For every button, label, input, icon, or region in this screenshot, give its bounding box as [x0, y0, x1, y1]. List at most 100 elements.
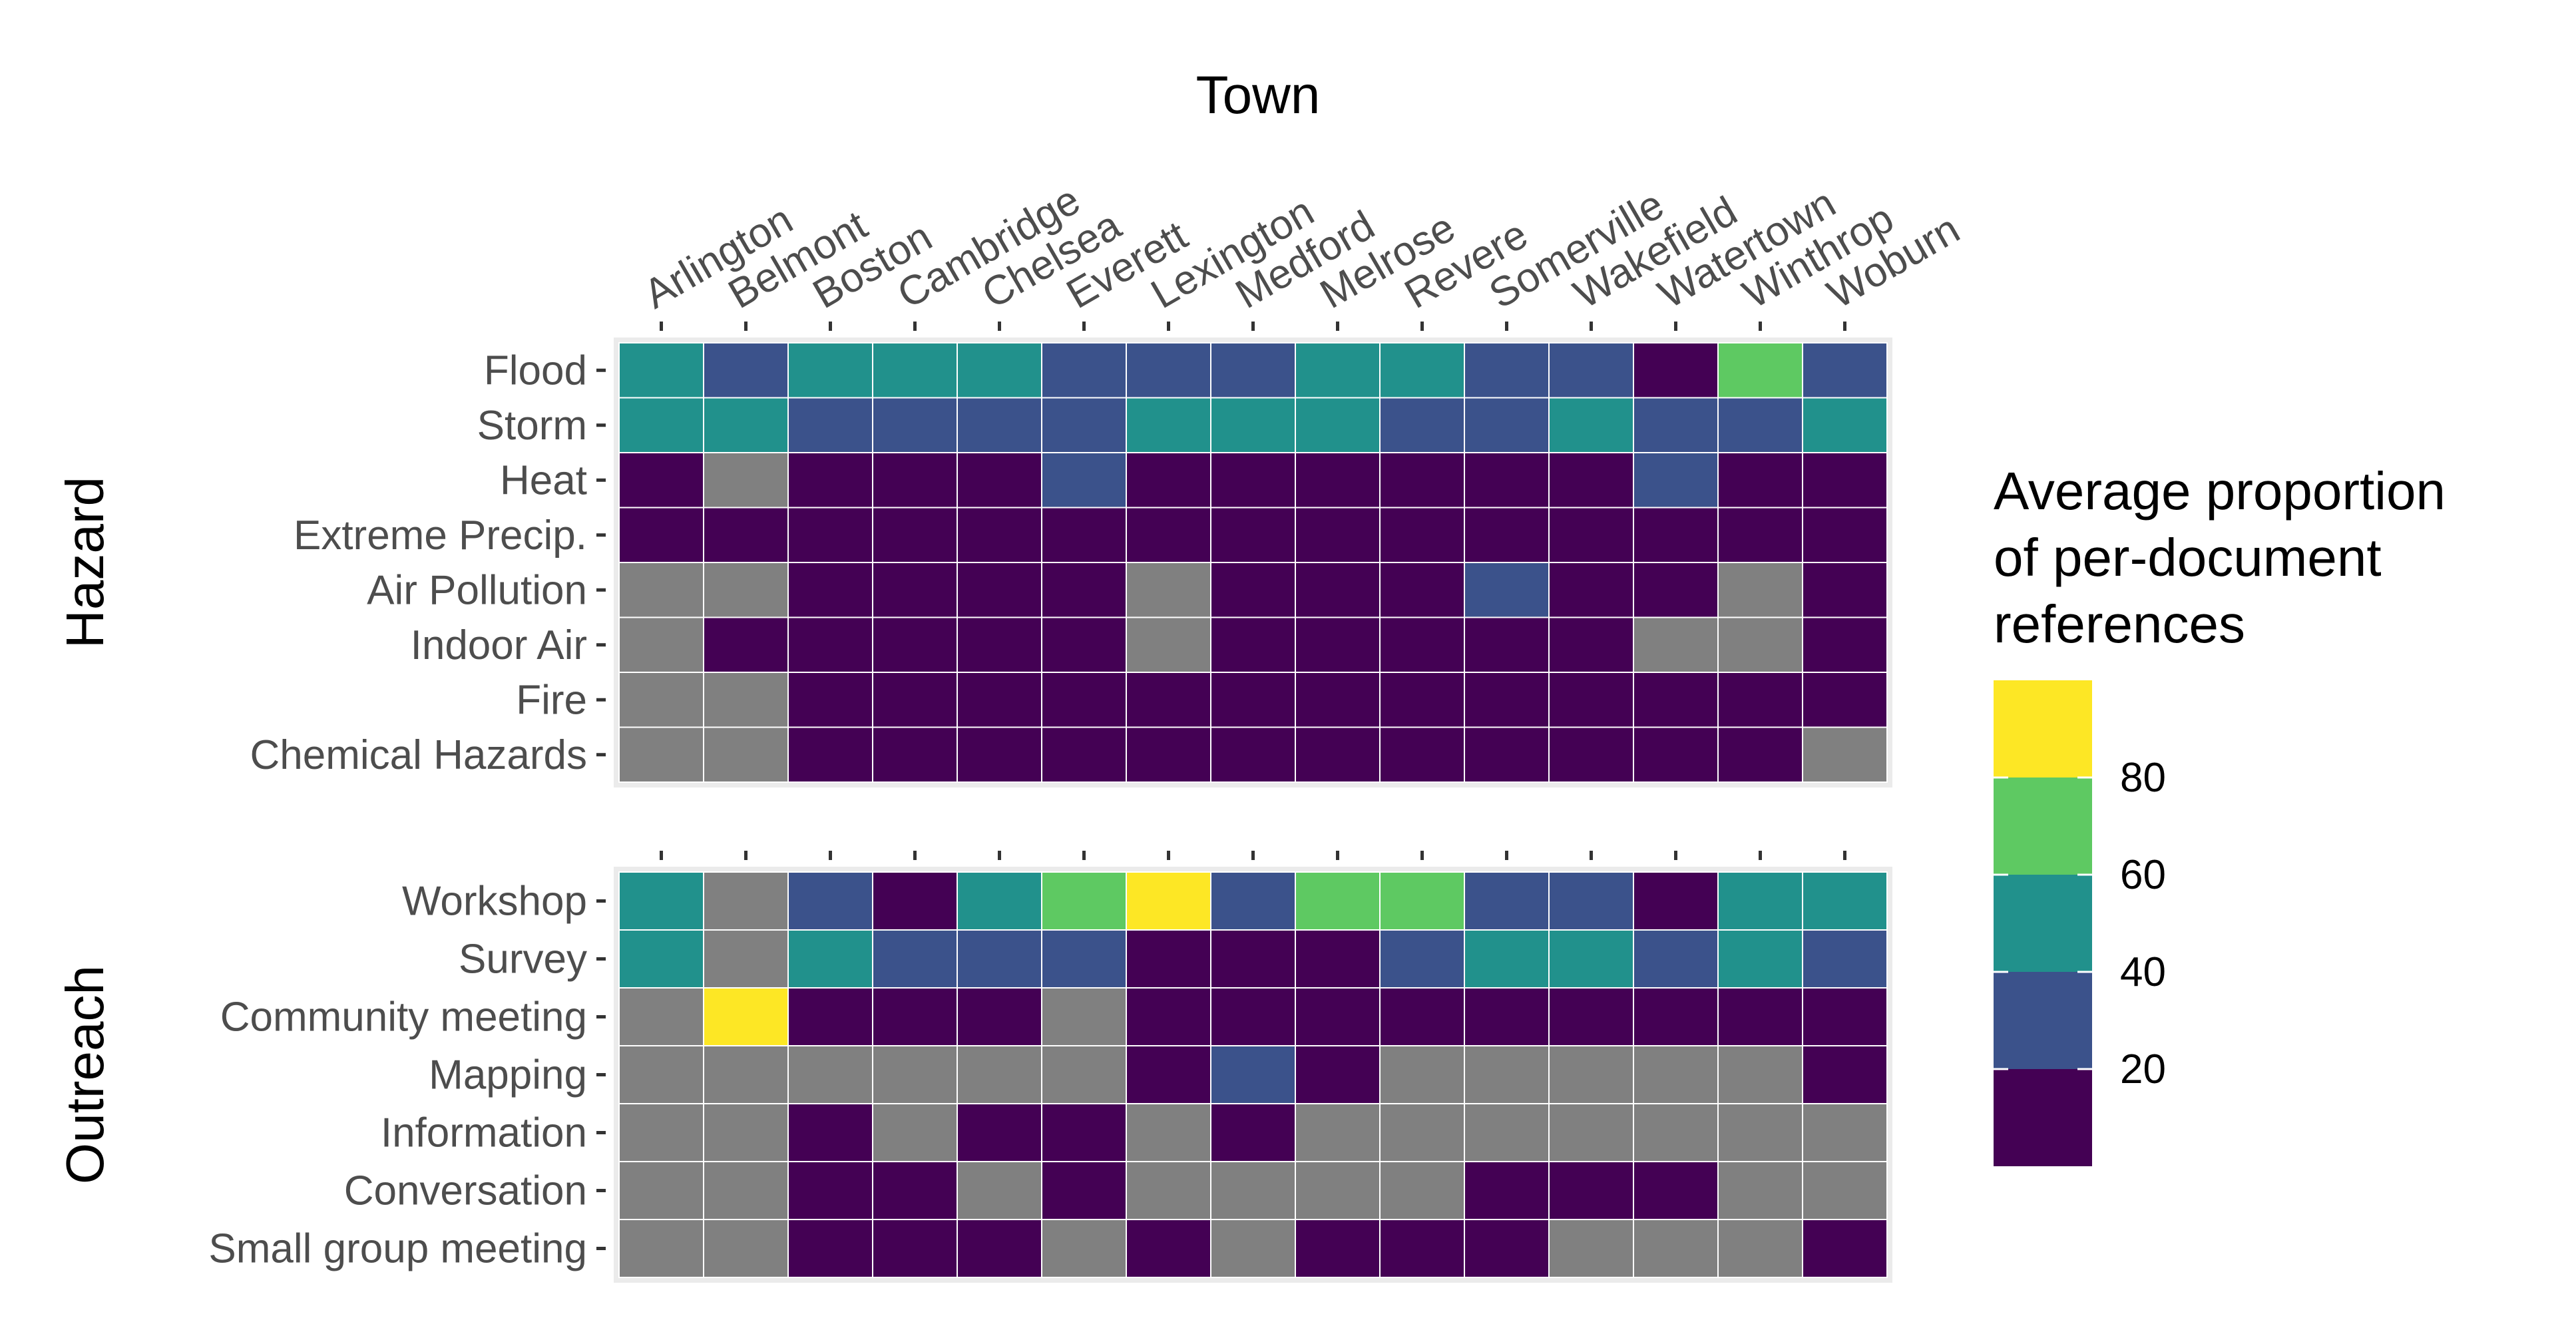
legend-title: references — [1994, 594, 2245, 654]
heatmap-cell — [1295, 342, 1381, 399]
heatmap-cell — [1210, 507, 1296, 563]
heatmap-cell — [1717, 1045, 1803, 1104]
y-tick-label: Flood — [484, 347, 587, 393]
heatmap-cell — [1379, 452, 1465, 509]
legend-title: Average proportion — [1994, 461, 2446, 521]
heatmap-cell — [618, 871, 704, 931]
panel-label: Hazard — [55, 477, 114, 648]
legend: Average proportion of per-document referen… — [1994, 461, 2446, 1166]
heatmap-cell — [703, 507, 789, 563]
y-tick-label: Extreme Precip. — [294, 513, 587, 558]
heatmap-cell — [1041, 616, 1127, 673]
heatmap-cell — [1802, 342, 1888, 399]
heatmap-cell — [1126, 672, 1211, 728]
heatmap-cell — [703, 672, 789, 728]
y-tick-label: Information — [381, 1110, 587, 1156]
panel-hazard: Flood Storm Heat Extreme Precip. Air Polluti… — [55, 322, 1892, 787]
heatmap-cell — [1464, 1103, 1550, 1162]
heatmap-cell — [1464, 987, 1550, 1046]
heatmap-cell — [1210, 616, 1296, 673]
heatmap-cell — [787, 452, 873, 509]
heatmap-cell — [1210, 672, 1296, 728]
heatmap-cell — [1464, 672, 1550, 728]
heatmap-cell — [787, 507, 873, 563]
heatmap-cell — [618, 452, 704, 509]
heatmap-cell — [1041, 507, 1127, 563]
heatmap-cell — [1633, 1045, 1719, 1104]
heatmap-cell — [1210, 1045, 1296, 1104]
heatmap-cell — [1464, 726, 1550, 783]
heatmap-cell — [703, 342, 789, 399]
heatmap-cell — [618, 342, 704, 399]
heatmap-cell — [1041, 397, 1127, 453]
heatmap-cell — [703, 1103, 789, 1162]
heatmap-cell — [1802, 1219, 1888, 1278]
heatmap-cell — [787, 871, 873, 931]
heatmap-cell — [1295, 726, 1381, 783]
heatmap-cell — [872, 507, 958, 563]
heatmap-cell — [787, 562, 873, 618]
heatmap-cell — [1041, 1103, 1127, 1162]
heatmap-cell — [1295, 987, 1381, 1046]
heatmap-cell — [703, 1161, 789, 1220]
legend-color-bin — [1994, 875, 2092, 972]
heatmap-cell — [1548, 562, 1634, 618]
heatmap-cell — [957, 1045, 1042, 1104]
heatmap-cell — [1210, 929, 1296, 989]
y-tick-label: Mapping — [429, 1052, 587, 1098]
heatmap-cell — [787, 1045, 873, 1104]
heatmap-cell — [1717, 452, 1803, 509]
heatmap-cell — [618, 1161, 704, 1220]
y-tick-label: Community meeting — [220, 995, 587, 1040]
heatmap-cell — [787, 726, 873, 783]
heatmap-cell — [1295, 562, 1381, 618]
heatmap-cell — [1717, 726, 1803, 783]
heatmap-cell — [618, 1045, 704, 1104]
heatmap-cell — [1379, 929, 1465, 989]
legend-tick-label: 20 — [2120, 1046, 2166, 1092]
heatmap-cell — [1041, 929, 1127, 989]
heatmap-cell — [1633, 397, 1719, 453]
heatmap-cell — [1802, 1103, 1888, 1162]
heatmap-cell — [1041, 1045, 1127, 1104]
legend-color-bin — [1994, 972, 2092, 1069]
heatmap-cell — [618, 987, 704, 1046]
heatmap-cell — [787, 397, 873, 453]
heatmap-cell — [1717, 871, 1803, 931]
heatmap-cell — [618, 726, 704, 783]
heatmap-cell — [1210, 1103, 1296, 1162]
heatmap-cell — [1548, 507, 1634, 563]
heatmap-cell — [1041, 452, 1127, 509]
heatmap-cell — [703, 929, 789, 989]
heatmap-cell — [1295, 672, 1381, 728]
legend-tick-label: 80 — [2120, 755, 2166, 801]
heatmap-cell — [787, 1161, 873, 1220]
heatmap-cell — [703, 452, 789, 509]
heatmap-cell — [1464, 929, 1550, 989]
heatmap-cell — [872, 929, 958, 989]
heatmap-cell — [1126, 452, 1211, 509]
heatmap-cell — [1126, 1161, 1211, 1220]
heatmap-cell — [1295, 507, 1381, 563]
heatmap-cell — [872, 1219, 958, 1278]
heatmap-cell — [1379, 1103, 1465, 1162]
heatmap-cell — [1041, 871, 1127, 931]
legend-tick-label: 60 — [2120, 852, 2166, 898]
y-tick-label: Fire — [516, 677, 587, 723]
heatmap-cell — [1464, 871, 1550, 931]
heatmap-cell — [1548, 987, 1634, 1046]
heatmap-cell — [1379, 672, 1465, 728]
heatmap-cell — [618, 929, 704, 989]
heatmap-cell — [1802, 616, 1888, 673]
heatmap-cell — [1633, 452, 1719, 509]
legend-tick-label: 40 — [2120, 949, 2166, 995]
heatmap-cell — [618, 507, 704, 563]
heatmap-cell — [1548, 672, 1634, 728]
heatmap-cell — [1295, 1103, 1381, 1162]
heatmap-cell — [1802, 562, 1888, 618]
heatmap-cell — [872, 672, 958, 728]
heatmap-cell — [1379, 616, 1465, 673]
heatmap-cell — [1126, 871, 1211, 931]
heatmap-cell — [1210, 1219, 1296, 1278]
heatmap-cell — [1717, 987, 1803, 1046]
